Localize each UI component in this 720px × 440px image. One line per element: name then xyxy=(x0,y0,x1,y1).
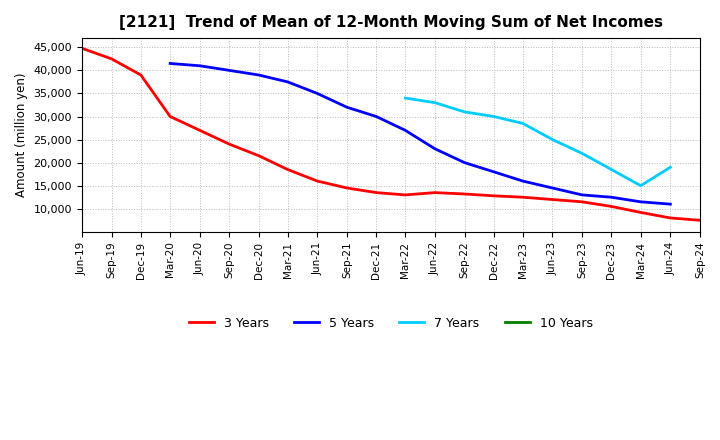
Y-axis label: Amount (million yen): Amount (million yen) xyxy=(15,73,28,197)
Title: [2121]  Trend of Mean of 12-Month Moving Sum of Net Incomes: [2121] Trend of Mean of 12-Month Moving … xyxy=(119,15,663,30)
Legend: 3 Years, 5 Years, 7 Years, 10 Years: 3 Years, 5 Years, 7 Years, 10 Years xyxy=(184,312,598,335)
Line: 3 Years: 3 Years xyxy=(82,48,700,220)
Line: 5 Years: 5 Years xyxy=(170,63,670,204)
Line: 7 Years: 7 Years xyxy=(405,98,670,186)
